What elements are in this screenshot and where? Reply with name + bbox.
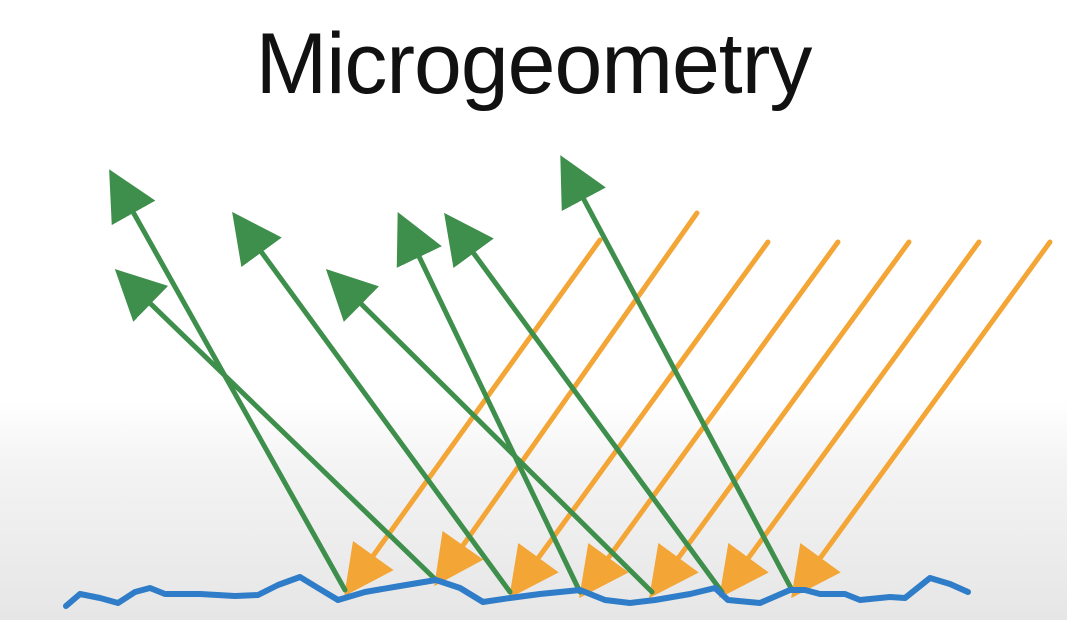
reflected-ray-arrow-icon (109, 169, 348, 593)
rough-surface (63, 574, 971, 609)
incident-ray-arrow-icon (579, 239, 841, 599)
reflected-ray-arrow-icon (444, 212, 725, 595)
incident-ray-arrow-icon (649, 239, 912, 599)
slide-title: Microgeometry (255, 16, 813, 112)
reflected-rays (109, 155, 795, 595)
reflected-ray-arrow-icon (232, 211, 513, 595)
incident-ray-arrow-icon (791, 239, 1053, 599)
incident-rays (344, 210, 1053, 599)
reflected-ray-arrow-icon (114, 269, 439, 583)
reflected-ray-arrow-icon (396, 211, 583, 595)
incident-ray-arrow-icon (509, 239, 771, 599)
incident-ray-arrow-icon (434, 210, 700, 587)
reflected-ray-arrow-icon (560, 155, 795, 593)
incident-ray-arrow-icon (719, 239, 982, 599)
reflected-ray-arrow-icon (325, 268, 655, 595)
